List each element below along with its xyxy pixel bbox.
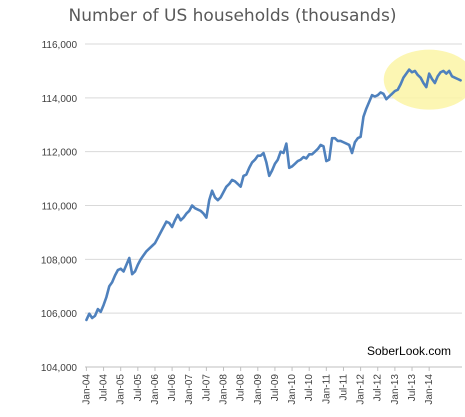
x-tick-label: Jul-11 <box>338 374 349 401</box>
y-tick-label: 114,000 <box>42 94 78 105</box>
y-tick-label: 104,000 <box>41 363 78 374</box>
x-tick-label: Jan-10 <box>287 374 298 405</box>
x-tick-label: Jul-05 <box>133 374 144 402</box>
gridlines <box>85 43 462 368</box>
y-tick-label: 112,000 <box>42 148 78 159</box>
x-tick-label: Jul-09 <box>270 374 281 402</box>
x-tick-label: Jan-13 <box>390 374 401 405</box>
x-axis-ticks: Jan-04 Jul-04 Jan-05 Jul-05 Jan-06 Jul-06 Jan-… <box>81 367 435 405</box>
x-tick-label: Jul-04 <box>99 374 110 402</box>
x-tick-label: Jan-11 <box>321 374 332 404</box>
chart-title: Number of US households (thousands) <box>68 6 397 26</box>
x-tick-label: Jan-09 <box>253 374 264 405</box>
series-layer <box>85 68 462 322</box>
x-tick-label: Jul-12 <box>373 374 384 402</box>
y-tick-label: 106,000 <box>41 309 78 320</box>
highlight-layer <box>383 49 465 110</box>
highlight-ellipse <box>383 49 465 110</box>
x-tick-label: Jan-05 <box>116 374 127 405</box>
x-tick-label: Jul-10 <box>304 374 315 402</box>
x-tick-label: Jul-07 <box>201 374 212 402</box>
x-tick-label: Jul-06 <box>167 374 178 402</box>
y-tick-label: 116,000 <box>42 40 78 51</box>
y-axis-ticks: 104,000 106,000 108,000 110,000 112,000 114,0… <box>41 40 78 374</box>
x-tick-label: Jul-08 <box>236 374 247 402</box>
x-tick-label: Jan-04 <box>81 374 92 405</box>
x-tick-label: Jan-14 <box>424 374 435 405</box>
x-tick-label: Jan-07 <box>184 374 195 405</box>
y-tick-label: 110,000 <box>42 202 78 213</box>
x-tick-label: Jan-12 <box>356 374 367 405</box>
x-tick-label: Jan-08 <box>219 374 230 405</box>
watermark: SoberLook.com <box>367 344 452 358</box>
y-tick-label: 108,000 <box>41 255 78 266</box>
x-tick-label: Jan-06 <box>150 374 161 405</box>
x-tick-label: Jul-13 <box>407 374 418 402</box>
series-line <box>85 68 462 322</box>
